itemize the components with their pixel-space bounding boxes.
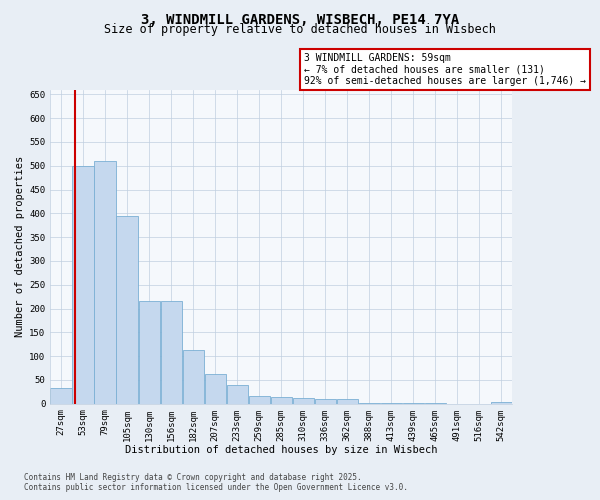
Bar — [182, 350, 204, 404]
Y-axis label: Number of detached properties: Number of detached properties — [15, 156, 25, 338]
Bar — [161, 302, 182, 404]
Bar — [359, 403, 380, 404]
Bar — [73, 166, 94, 404]
Bar — [227, 384, 248, 404]
X-axis label: Distribution of detached houses by size in Wisbech: Distribution of detached houses by size … — [125, 445, 437, 455]
Bar — [116, 216, 138, 404]
Bar — [248, 396, 270, 404]
Bar — [94, 161, 116, 404]
Bar — [380, 403, 402, 404]
Bar — [337, 399, 358, 404]
Bar — [139, 302, 160, 404]
Text: Size of property relative to detached houses in Wisbech: Size of property relative to detached ho… — [104, 22, 496, 36]
Bar — [205, 374, 226, 404]
Bar — [50, 388, 72, 404]
Bar — [491, 402, 512, 404]
Bar — [314, 399, 336, 404]
Bar — [271, 396, 292, 404]
Text: Contains HM Land Registry data © Crown copyright and database right 2025.
Contai: Contains HM Land Registry data © Crown c… — [24, 473, 408, 492]
Bar — [293, 398, 314, 404]
Text: 3, WINDMILL GARDENS, WISBECH, PE14 7YA: 3, WINDMILL GARDENS, WISBECH, PE14 7YA — [141, 12, 459, 26]
Text: 3 WINDMILL GARDENS: 59sqm
← 7% of detached houses are smaller (131)
92% of semi-: 3 WINDMILL GARDENS: 59sqm ← 7% of detach… — [304, 53, 586, 86]
